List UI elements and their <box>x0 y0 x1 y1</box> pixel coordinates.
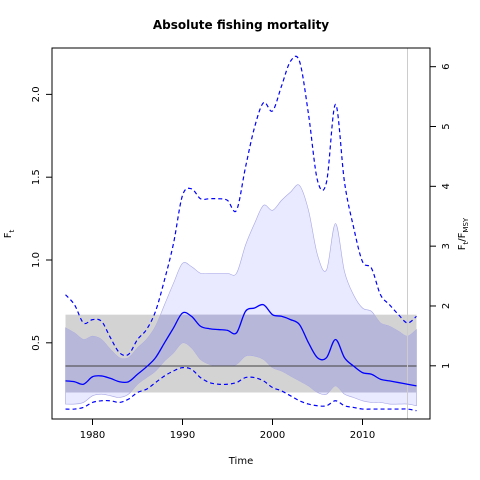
x-tick-label: 1980 <box>80 430 105 441</box>
y-right-tick-label: 6 <box>441 63 452 69</box>
x-axis: 1980 1990 2000 2010 <box>80 419 375 441</box>
y-axis-right-label: Ft/FMSY <box>457 217 470 250</box>
x-tick-label: 1990 <box>170 430 195 441</box>
series-lines-layer <box>65 48 417 419</box>
y-right-main: F <box>457 244 468 250</box>
y-right-tick-label: 4 <box>441 183 452 189</box>
ci-fmsy-overlap <box>65 314 417 393</box>
y-right-tick-label: 1 <box>441 363 452 369</box>
x-axis-label: Time <box>228 456 253 467</box>
y-left-main: F <box>3 232 14 238</box>
chart-title: Absolute fishing mortality <box>153 18 329 32</box>
median-f-line <box>65 303 417 387</box>
y-left-tick-label: 1.0 <box>31 252 42 268</box>
y-right-sub1: t <box>462 241 470 244</box>
y-axis-left-label: Ft <box>3 229 16 238</box>
x-tick-label: 2010 <box>350 430 375 441</box>
y-axis-left: 0.5 1.0 1.5 2.0 <box>31 86 52 351</box>
ci-upper-dashed-line <box>65 55 417 357</box>
x-tick-label: 2000 <box>260 430 285 441</box>
y-right-tick-label: 5 <box>441 123 452 129</box>
y-right-mid: /F <box>457 232 468 241</box>
y-left-tick-label: 2.0 <box>31 86 42 102</box>
y-left-sub: t <box>8 229 16 232</box>
y-left-tick-label: 0.5 <box>31 335 42 351</box>
ci-lower-dashed-line <box>65 366 417 412</box>
y-right-sub2: MSY <box>462 217 470 232</box>
y-right-tick-label: 2 <box>441 303 452 309</box>
plot-frame <box>51 47 431 420</box>
y-axis-right: 1 2 3 4 5 6 <box>430 63 452 369</box>
y-right-tick-label: 3 <box>441 243 452 249</box>
y-left-tick-label: 1.5 <box>31 169 42 185</box>
confidence-bands-layer <box>65 184 417 407</box>
